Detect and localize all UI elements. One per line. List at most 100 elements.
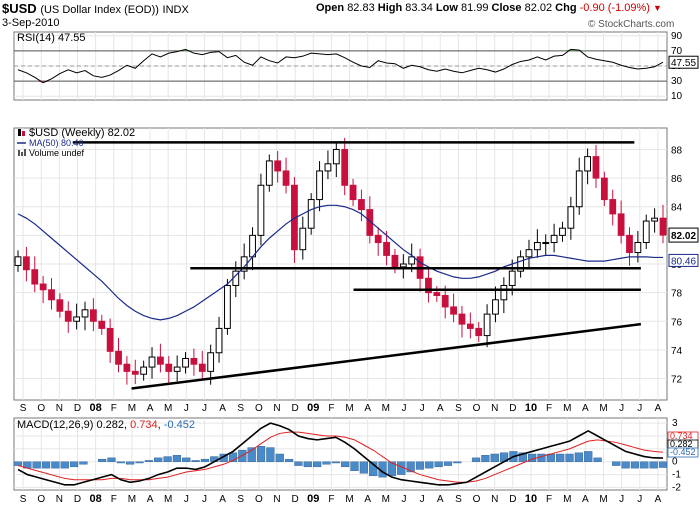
macd-histogram-bar [41, 461, 51, 469]
macd-last-value-box [667, 447, 699, 458]
candle-body [182, 357, 189, 368]
macd-x-tick-label: N [491, 494, 498, 505]
macd-y-tick-label: 3 [672, 418, 678, 429]
macd-histogram-bar [565, 453, 574, 462]
candle-body [466, 323, 474, 329]
symbol: $USD [2, 1, 37, 16]
macd-histogram-bar [200, 458, 210, 462]
price-x-tick-label: J [637, 403, 642, 414]
macd-histogram-bar [79, 461, 88, 465]
price-x-tick-label: A [437, 403, 444, 414]
macd-x-tick-label: 09 [307, 493, 319, 505]
price-x-tick-label: S [237, 403, 244, 414]
candle-body [291, 184, 298, 251]
macd-x-tick-label: S [20, 494, 27, 505]
candle-body [609, 199, 617, 215]
candle-body [39, 283, 47, 291]
macd-x-tick-label: M [599, 494, 607, 505]
price-x-tick-label: N [273, 403, 280, 414]
macd-histogram-bar [154, 457, 163, 462]
price-x-tick-label: J [619, 403, 624, 414]
candle-body [64, 310, 72, 322]
macd-histogram-bar [350, 461, 359, 471]
macd-x-tick-label: O [255, 494, 263, 505]
candle-body [634, 242, 642, 254]
rsi-last-value-box [668, 55, 699, 69]
macd-x-tick-label: D [509, 494, 516, 505]
price-x-tick-label: M [563, 403, 571, 414]
macd-histogram-bar [126, 461, 135, 465]
price-legend-entry: MA(50) 80.46 [29, 138, 84, 148]
rsi-overbought-area [579, 50, 588, 51]
candle-body [316, 170, 323, 201]
candle-body [517, 256, 524, 272]
open-label: Open [316, 2, 345, 14]
open-value: 82.83 [347, 2, 375, 14]
macd-histogram-bar [116, 461, 125, 464]
rsi-y-tick-label: 90 [671, 31, 683, 42]
legend-volume-icon [21, 152, 23, 156]
macd-x-tick-label: M [345, 494, 353, 505]
macd-histogram-bar [172, 455, 182, 462]
macd-x-tick-label: M [382, 494, 390, 505]
price-y-tick-label: 84 [671, 203, 683, 214]
macd-x-tick-label: A [364, 494, 371, 505]
candle-body [106, 327, 114, 352]
price-legend-entry: $USD (Weekly) 82.02 [29, 127, 135, 139]
macd-histogram-bar [481, 455, 490, 462]
macd-histogram-bar [556, 453, 565, 462]
macd-histogram-bar [294, 461, 303, 466]
price-x-tick-label: D [74, 403, 81, 414]
candle-body [349, 184, 357, 201]
exchange: INDX [162, 4, 189, 16]
macd-histogram-bar [443, 461, 453, 466]
price-x-tick-label: O [473, 403, 481, 414]
macd-line [17, 422, 664, 486]
candle-body [324, 163, 332, 172]
candle-body [148, 356, 156, 368]
macd-x-tick-label: D [292, 494, 299, 505]
macd-x-tick-label: N [56, 494, 63, 505]
candle-body [600, 177, 608, 201]
chg-value: -0.90 (-1.09%) [579, 2, 650, 14]
candle-body [425, 277, 432, 294]
symbol-name: (US Dollar Index (EOD)) [40, 4, 159, 16]
macd-histogram-bar [266, 447, 275, 462]
macd-x-tick-label: A [437, 494, 444, 505]
candle-body [14, 256, 22, 266]
candle-body [651, 217, 659, 222]
macd-histogram-bar [284, 458, 294, 462]
candle-body [525, 249, 533, 258]
macd-x-tick-label: J [184, 494, 189, 505]
candle-body [157, 356, 164, 365]
candle-body [366, 209, 374, 236]
macd-histogram-bar [247, 447, 256, 462]
macd-x-tick-label: A [147, 494, 154, 505]
candle-body [475, 327, 483, 337]
macd-x-tick-label: J [637, 494, 642, 505]
candle-body [274, 160, 282, 172]
price-x-tick-label: N [491, 403, 498, 414]
rsi-last-value-label: 47.55 [671, 58, 696, 69]
macd-histogram-bar [518, 452, 527, 462]
price-x-tick-label: A [219, 403, 226, 414]
price-x-tick-label: D [292, 403, 299, 414]
candle-body [584, 156, 592, 172]
macd-histogram-bar [60, 461, 69, 469]
macd-histogram-bar [51, 461, 60, 469]
candle-body [332, 148, 340, 165]
macd-x-tick-label: O [37, 494, 45, 505]
macd-last-value-label: -0.452 [670, 447, 696, 457]
macd-x-tick-label: F [328, 494, 334, 505]
price-x-tick-label: O [37, 403, 45, 414]
macd-histogram-bar [471, 457, 481, 462]
macd-histogram-bar [584, 451, 593, 462]
quote-summary: Open 82.83 High 83.34 Low 81.99 Close 82… [316, 2, 662, 14]
candle-body [492, 299, 499, 315]
price-x-tick-label: A [582, 403, 589, 414]
macd-histogram-bar [135, 461, 144, 464]
macd-histogram-bar [621, 461, 630, 469]
legend-volume-icon [24, 149, 26, 156]
candle-body [659, 217, 667, 236]
